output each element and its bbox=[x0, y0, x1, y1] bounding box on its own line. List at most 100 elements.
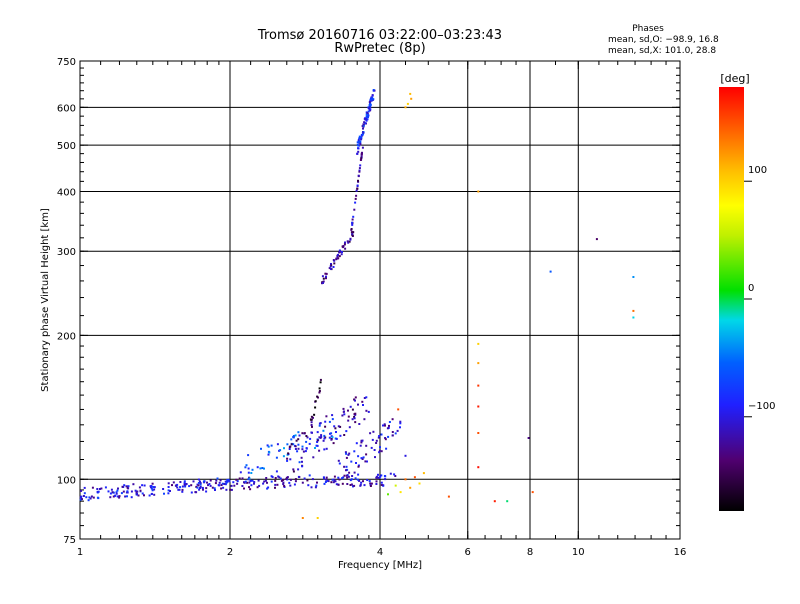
echo-point bbox=[229, 488, 232, 491]
echo-point bbox=[357, 403, 359, 406]
echo-point bbox=[176, 486, 179, 489]
x-tick-label: 2 bbox=[227, 547, 233, 558]
echo-point bbox=[369, 482, 372, 485]
echo-point bbox=[127, 485, 130, 488]
echo-point bbox=[308, 474, 311, 477]
echo-point bbox=[356, 184, 359, 187]
echo-point bbox=[253, 481, 256, 483]
echo-point bbox=[196, 486, 199, 489]
echo-point bbox=[422, 472, 425, 475]
echo-point bbox=[323, 448, 326, 451]
echo-point bbox=[345, 430, 348, 433]
echo-point bbox=[367, 114, 370, 117]
echo-point bbox=[351, 418, 354, 421]
echo-point bbox=[241, 485, 244, 487]
phase-info-x: mean, sd,X: 101.0, 28.8 bbox=[608, 46, 716, 56]
echo-point bbox=[378, 435, 381, 437]
echo-point bbox=[332, 481, 335, 484]
echo-point bbox=[348, 471, 351, 474]
echo-point bbox=[109, 492, 112, 495]
echo-point bbox=[595, 238, 598, 241]
echo-point bbox=[100, 487, 103, 490]
echo-point bbox=[350, 231, 353, 234]
echo-point bbox=[351, 408, 354, 411]
echo-point bbox=[148, 494, 151, 497]
echo-point bbox=[80, 489, 83, 492]
echo-point bbox=[339, 250, 342, 253]
echo-point bbox=[130, 496, 133, 499]
echo-point bbox=[247, 471, 250, 474]
x-tick-label: 16 bbox=[674, 547, 687, 558]
echo-point bbox=[301, 517, 304, 519]
echo-point bbox=[363, 484, 366, 487]
echo-point bbox=[332, 266, 335, 268]
echo-point bbox=[143, 494, 145, 497]
echo-point bbox=[320, 434, 323, 437]
echo-point bbox=[357, 473, 360, 476]
echo-point bbox=[328, 436, 331, 439]
echo-point bbox=[337, 459, 340, 462]
echo-point bbox=[227, 478, 230, 481]
echo-point bbox=[236, 482, 239, 485]
echo-point bbox=[632, 309, 635, 312]
echo-point bbox=[203, 480, 206, 483]
echo-point bbox=[366, 115, 369, 118]
colorbar-label: [deg] bbox=[720, 72, 749, 85]
echo-point bbox=[268, 451, 271, 454]
echo-point bbox=[354, 399, 356, 402]
echo-point bbox=[224, 483, 227, 486]
echo-point bbox=[163, 492, 165, 495]
x-tick-label: 6 bbox=[465, 547, 471, 558]
echo-point bbox=[345, 452, 348, 455]
echo-point bbox=[357, 174, 360, 177]
echo-point bbox=[88, 496, 91, 499]
echo-point bbox=[286, 457, 289, 460]
x-tick-labels: 1 2 4 6 8 10 16 bbox=[77, 547, 687, 558]
echo-point bbox=[293, 483, 296, 486]
echo-point bbox=[297, 447, 300, 450]
echo-point bbox=[353, 208, 356, 211]
echo-point bbox=[126, 490, 129, 493]
echo-point bbox=[230, 488, 233, 491]
echo-point bbox=[341, 414, 344, 417]
echo-point bbox=[356, 478, 359, 481]
echo-point bbox=[197, 478, 200, 481]
phase-info-o: mean, sd,O: −98.9, 16.8 bbox=[608, 35, 719, 45]
echo-point bbox=[358, 135, 361, 138]
echo-point bbox=[357, 455, 360, 458]
y-tick-label: 500 bbox=[57, 141, 76, 152]
echo-point bbox=[394, 484, 397, 487]
echo-point bbox=[360, 134, 363, 136]
echo-point bbox=[178, 488, 181, 491]
echo-point bbox=[362, 123, 365, 126]
echo-point bbox=[345, 474, 348, 477]
echo-point bbox=[477, 362, 480, 365]
echo-point bbox=[266, 487, 269, 490]
echo-point bbox=[346, 483, 349, 485]
echo-point bbox=[215, 479, 218, 482]
echo-point bbox=[336, 255, 339, 257]
echo-point bbox=[325, 447, 328, 450]
echo-point bbox=[130, 490, 133, 493]
echo-point bbox=[318, 424, 321, 427]
echo-point bbox=[96, 488, 99, 490]
echo-point bbox=[333, 425, 336, 428]
echo-point bbox=[360, 441, 363, 444]
echo-point bbox=[318, 436, 321, 439]
echo-point bbox=[289, 458, 292, 461]
echo-point bbox=[316, 517, 319, 519]
echo-point bbox=[347, 419, 350, 422]
echo-point bbox=[394, 475, 397, 477]
echo-point bbox=[374, 456, 376, 459]
echo-point bbox=[301, 432, 304, 435]
echo-point bbox=[359, 164, 362, 167]
echo-point bbox=[306, 436, 309, 439]
echo-point bbox=[301, 460, 303, 463]
echo-point bbox=[308, 442, 311, 445]
echo-point bbox=[334, 427, 337, 430]
echo-point bbox=[289, 478, 292, 481]
echo-point bbox=[294, 448, 297, 450]
echo-point bbox=[236, 480, 239, 483]
echo-point bbox=[81, 498, 83, 501]
